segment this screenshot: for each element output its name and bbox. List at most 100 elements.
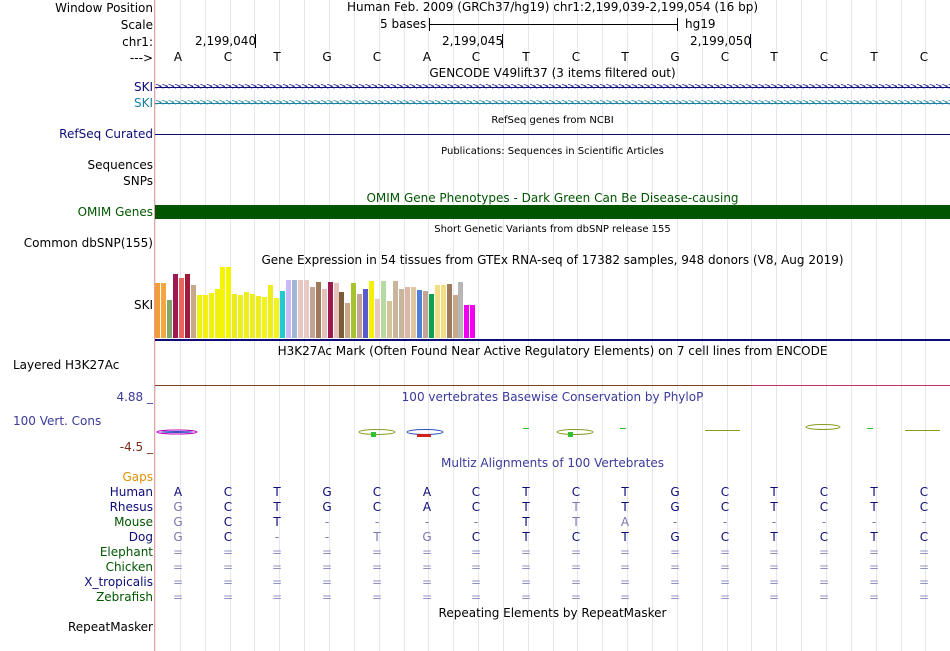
gtex-tissue-bar[interactable] [286,280,291,338]
gtex-tissue-bar[interactable] [470,305,475,338]
phylop-mark-9 [867,428,873,429]
gtex-tissue-bar[interactable] [405,287,410,338]
species-label[interactable]: Zebrafish [96,590,153,604]
publications-track-label[interactable]: Sequences [87,158,153,172]
phylop-track-label[interactable]: 100 Vert. Cons [13,414,102,428]
gtex-tissue-bar[interactable] [387,301,392,338]
gtex-tissue-bar[interactable] [441,285,446,338]
gtex-tissue-bar[interactable] [244,292,249,338]
gtex-tissue-bar[interactable] [447,284,452,338]
sequence-base: C [819,50,829,64]
gtex-tissue-bar[interactable] [274,298,279,338]
sequence-base: T [522,50,530,64]
alignment-base: T [522,500,530,514]
omim-gene-bar[interactable] [155,205,950,219]
species-label[interactable]: Chicken [105,560,153,574]
gtex-tissue-bar[interactable] [215,289,220,338]
gtex-tissue-bar[interactable] [280,291,285,338]
alignment-base: - [871,515,877,529]
gtex-tissue-bar[interactable] [316,282,321,338]
alignment-base: = [371,545,383,559]
gtex-tissue-bar[interactable] [363,289,368,338]
gtex-tissue-bar[interactable] [464,305,469,338]
gtex-tissue-bar[interactable] [268,285,273,338]
gtex-tissue-bar[interactable] [423,291,428,338]
gtex-tissue-bar[interactable] [155,283,160,338]
h3k27ac-track-label[interactable]: Layered H3K27Ac [13,358,120,372]
gtex-tissue-bar[interactable] [399,289,404,338]
species-label[interactable]: Human [109,485,153,499]
gtex-tissue-bar[interactable] [375,299,380,338]
refseq-transcript-line[interactable] [155,134,950,135]
species-label[interactable]: Mouse [114,515,153,529]
phylop-mark-10 [905,430,940,431]
gtex-tissue-bar[interactable] [435,285,440,338]
gtex-tissue-bar[interactable] [262,297,267,338]
gtex-tissue-bar[interactable] [417,290,422,338]
gtex-bar-chart[interactable] [155,266,535,338]
gtex-tissue-bar[interactable] [393,281,398,338]
gtex-tissue-bar[interactable] [298,280,303,338]
omim-track-label[interactable]: OMIM Genes [77,205,153,219]
repeatmasker-track-label[interactable]: RepeatMasker [67,620,153,634]
alignment-base: T [373,530,381,544]
alignment-base: = [271,560,283,574]
gtex-tissue-bar[interactable] [250,294,255,338]
alignment-base: C [720,500,730,514]
gtex-tissue-bar[interactable] [292,280,297,338]
gtex-tissue-bar[interactable] [429,294,434,338]
gtex-tissue-bar[interactable] [191,285,196,338]
alignment-base: = [321,545,333,559]
gtex-tissue-bar[interactable] [167,300,172,338]
gtex-tissue-bar[interactable] [381,281,386,338]
gtex-tissue-bar[interactable] [179,278,184,338]
alignment-base: = [719,560,731,574]
dbsnp-track-label[interactable]: Common dbSNP(155) [23,236,153,250]
gtex-tissue-bar[interactable] [185,274,190,338]
gtex-tissue-bar[interactable] [310,287,315,338]
alignment-base: = [818,575,830,589]
gtex-tissue-bar[interactable] [232,294,237,338]
species-label[interactable]: Dog [128,530,153,544]
ruler-tick-label-1: 2,199,040 [195,34,257,48]
species-label[interactable]: X_tropicalis [84,575,153,589]
gencode-item-ski-1[interactable]: SKI [133,80,153,94]
alignment-base: = [918,545,930,559]
gtex-tissue-bar[interactable] [220,267,225,338]
gencode-item-ski-2[interactable]: SKI [133,96,153,110]
gtex-tissue-bar[interactable] [304,280,309,338]
gtex-tissue-bar[interactable] [334,283,339,338]
gtex-tissue-bar[interactable] [339,292,344,338]
gtex-tissue-bar[interactable] [328,282,333,338]
gtex-tissue-bar[interactable] [345,303,350,338]
gtex-tissue-bar[interactable] [161,283,166,338]
sequence-base: C [720,50,730,64]
alignment-base: C [571,530,581,544]
gtex-track-label[interactable]: SKI [133,298,153,312]
alignment-base: = [818,545,830,559]
gtex-tissue-bar[interactable] [197,295,202,338]
gtex-tissue-bar[interactable] [209,293,214,338]
species-label[interactable]: Rhesus [109,500,153,514]
gtex-tissue-bar[interactable] [203,295,208,338]
phylop-logo-area [156,424,940,437]
refseq-track-label[interactable]: RefSeq Curated [59,127,153,141]
gtex-tissue-bar[interactable] [357,294,362,338]
alignment-base: - [473,515,479,529]
gtex-tissue-bar[interactable] [238,295,243,338]
track-data-panel[interactable]: Human Feb. 2009 (GRCh37/hg19) chr1:2,199… [155,0,950,651]
gtex-tissue-bar[interactable] [256,296,261,338]
gridline [751,0,752,651]
snps-track-label[interactable]: SNPs [123,174,153,188]
species-label[interactable]: Elephant [99,545,153,559]
gtex-tissue-bar[interactable] [226,267,231,338]
gtex-tissue-bar[interactable] [351,283,356,338]
gtex-tissue-bar[interactable] [322,289,327,338]
ruler-tick-label-2: 2,199,045 [442,34,504,48]
alignment-base: G [322,485,332,499]
gtex-tissue-bar[interactable] [453,295,458,338]
gtex-tissue-bar[interactable] [411,287,416,338]
gtex-tissue-bar[interactable] [458,282,463,338]
gtex-tissue-bar[interactable] [173,274,178,338]
gtex-tissue-bar[interactable] [369,281,374,338]
